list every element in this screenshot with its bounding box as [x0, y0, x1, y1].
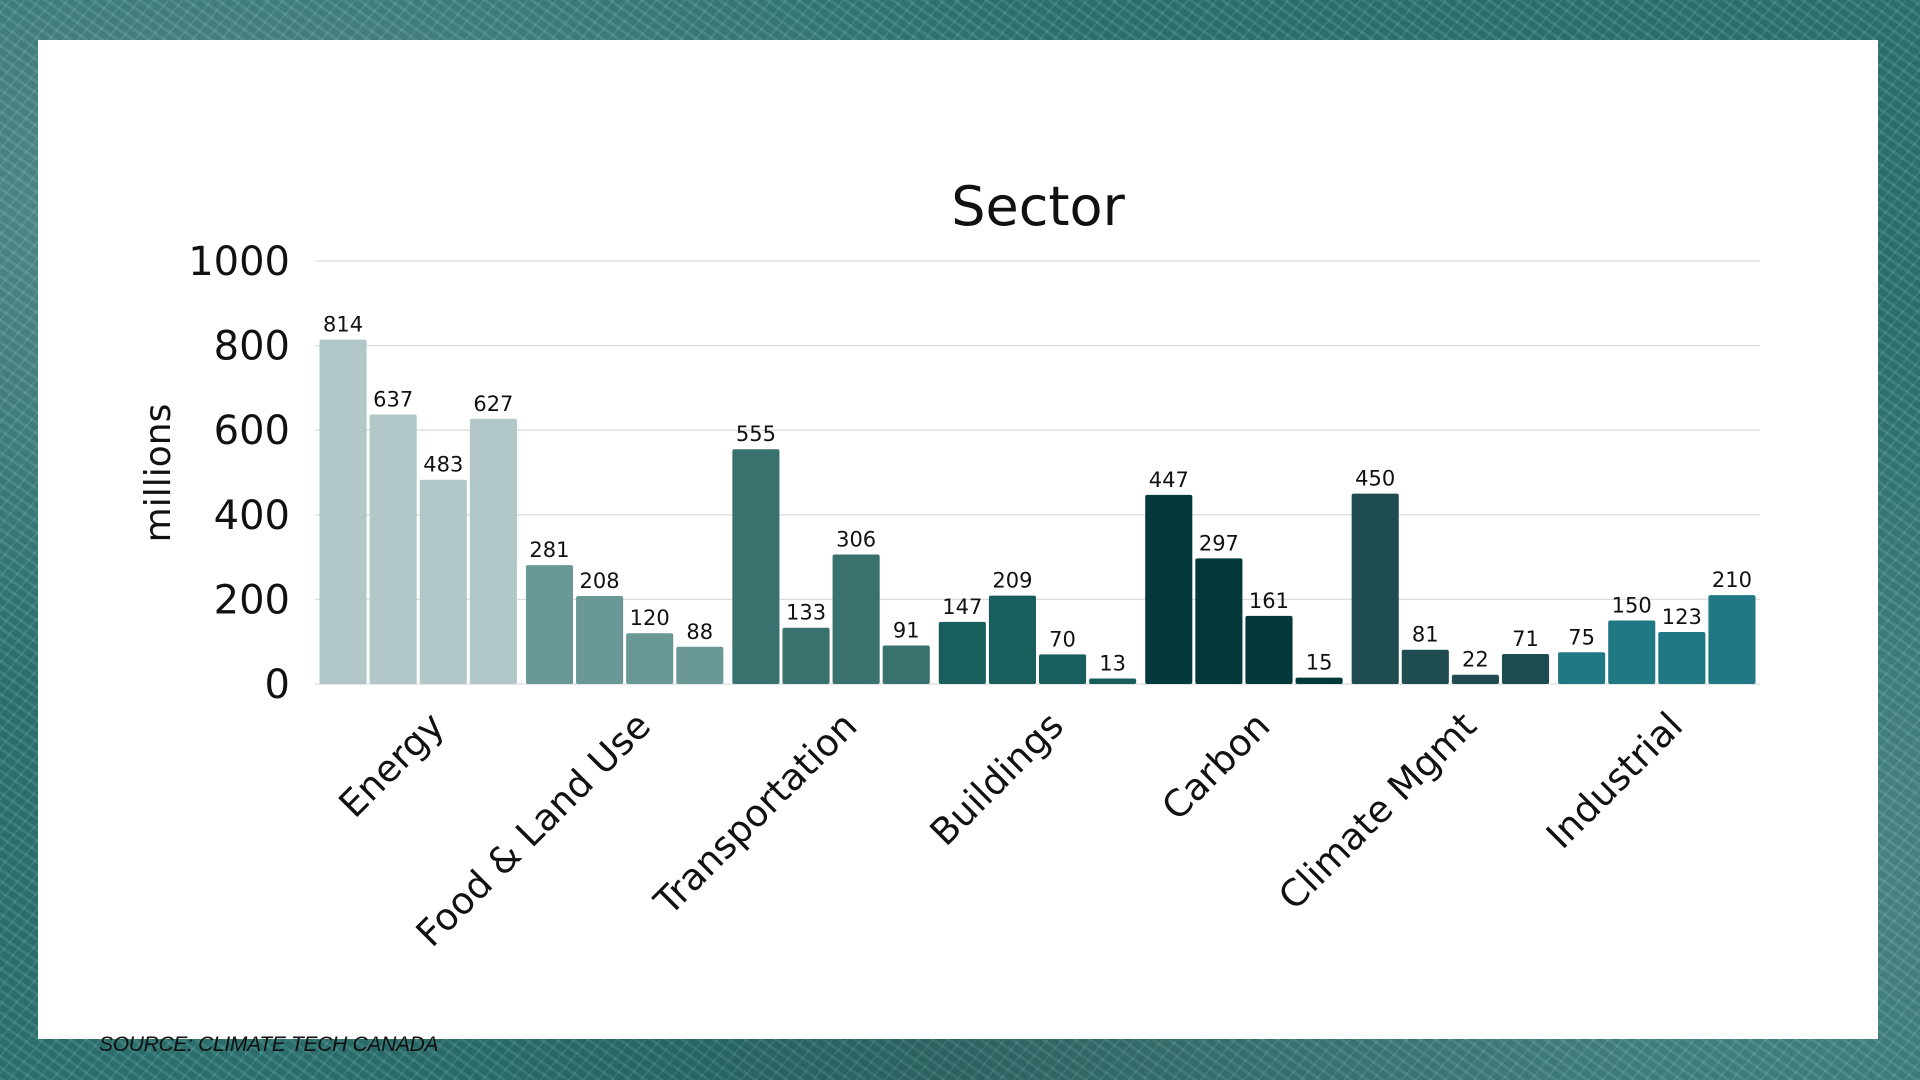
bar [1558, 652, 1606, 684]
data-label: 13 [1099, 652, 1126, 676]
data-label: 627 [473, 392, 513, 416]
y-tick-label: 600 [214, 408, 290, 454]
bar [369, 414, 417, 684]
data-label: 88 [686, 620, 713, 644]
bar [1351, 493, 1399, 684]
category-label: Carbon [1154, 704, 1279, 829]
y-axis-ticks: 0 200 400 600 800 1000 [188, 239, 290, 708]
data-label: 75 [1568, 625, 1595, 649]
data-label: 22 [1462, 648, 1489, 672]
source-note: SOURCE: CLIMATE TECH CANADA [99, 1033, 439, 1056]
y-axis-label: millions [138, 404, 179, 543]
data-labels: 814 637 483 627 281 208 120 88 555 133 306 91 147 209… [323, 313, 1752, 676]
bar [882, 645, 930, 684]
category-label: Energy [331, 704, 453, 826]
bar [525, 565, 574, 684]
data-label: 123 [1662, 605, 1702, 629]
bar [1039, 654, 1087, 684]
bar [732, 449, 780, 684]
data-label: 637 [373, 388, 413, 412]
data-label: 133 [786, 601, 826, 625]
bar [1608, 620, 1656, 684]
category-label: Climate Mgmt [1270, 704, 1484, 918]
data-label: 120 [630, 606, 670, 630]
bars [319, 339, 1756, 684]
bar [419, 479, 467, 684]
bar [1501, 653, 1550, 684]
chart-card: Sector 0 200 400 600 800 1000 millions 814 637… [38, 40, 1878, 1056]
category-label: Industrial [1538, 704, 1691, 857]
bar [469, 418, 517, 684]
bar [1401, 649, 1449, 684]
data-label: 483 [423, 453, 463, 477]
data-label: 81 [1412, 623, 1439, 647]
data-label: 281 [529, 538, 569, 562]
bar [319, 339, 367, 684]
chart-title: Sector [951, 175, 1125, 238]
category-label: Buildings [922, 704, 1072, 854]
y-tick-label: 200 [214, 577, 290, 623]
bar [1245, 615, 1293, 684]
bar [1145, 494, 1193, 684]
data-label: 814 [323, 313, 363, 337]
data-label: 147 [942, 595, 982, 619]
bar [832, 554, 880, 684]
bar [938, 621, 986, 684]
data-label: 71 [1512, 627, 1539, 651]
bar [988, 595, 1036, 684]
y-tick-label: 800 [214, 324, 290, 370]
data-label: 210 [1712, 568, 1752, 592]
data-label: 297 [1199, 531, 1239, 555]
data-label: 209 [992, 569, 1032, 593]
data-label: 150 [1612, 594, 1652, 618]
data-label: 91 [893, 619, 920, 643]
data-label: 450 [1355, 467, 1395, 491]
bar [626, 633, 674, 684]
data-label: 70 [1049, 627, 1076, 651]
y-tick-label: 1000 [188, 239, 290, 285]
bar [782, 627, 830, 684]
bar [1708, 595, 1756, 684]
data-label: 555 [736, 422, 776, 446]
y-tick-label: 400 [214, 493, 290, 539]
bar-chart: Sector 0 200 400 600 800 1000 millions 814 637… [138, 175, 1760, 955]
data-label: 15 [1306, 651, 1333, 675]
data-label: 447 [1149, 468, 1189, 492]
y-tick-label: 0 [265, 662, 290, 708]
bar [1451, 674, 1499, 684]
data-label: 306 [836, 528, 876, 552]
category-label: Food & Land Use [408, 704, 659, 955]
bar [1089, 678, 1137, 684]
bar [1195, 558, 1243, 684]
bar [676, 646, 724, 684]
data-label: 208 [580, 569, 620, 593]
bar [576, 596, 624, 684]
data-label: 161 [1249, 589, 1289, 613]
bar [1658, 631, 1706, 684]
bar [1295, 677, 1343, 684]
category-label: Transportation [645, 704, 865, 924]
